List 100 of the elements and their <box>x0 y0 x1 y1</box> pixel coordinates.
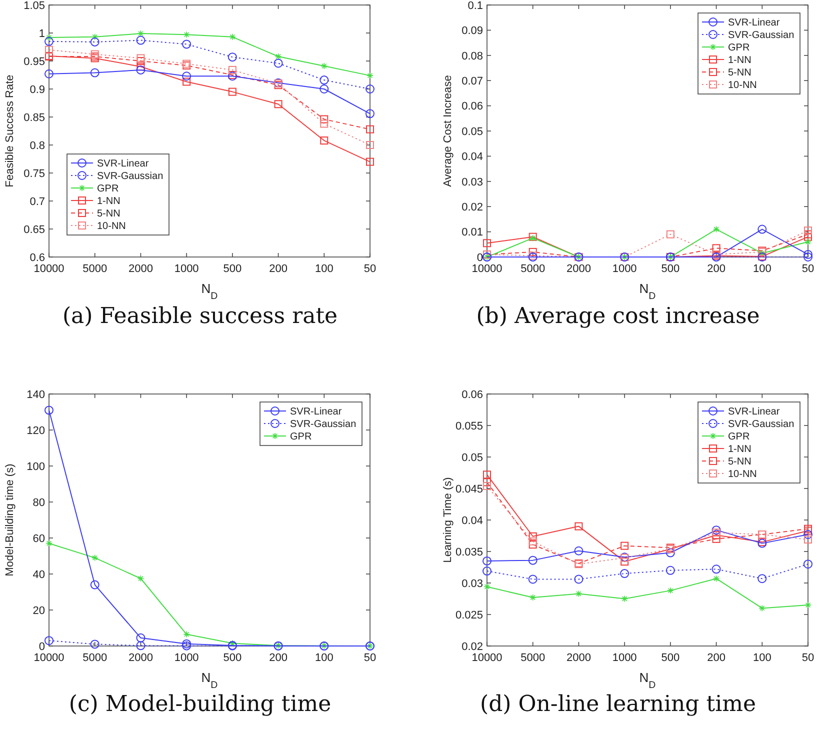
x-tick-label: 2000 <box>566 652 591 664</box>
y-tick-label: 100 <box>26 460 45 473</box>
y-tick-label: 120 <box>26 424 45 437</box>
y-tick-label: 140 <box>26 388 45 401</box>
legend-label: GPR <box>728 42 750 54</box>
y-tick-label: 0.95 <box>24 56 45 68</box>
legend-label: 1-NN <box>728 55 752 66</box>
y-axis-title: Average Cost Increase <box>442 75 454 187</box>
y-tick-label: 0 <box>38 640 45 653</box>
legend-label: SVR-Linear <box>97 158 150 170</box>
y-tick-label: 0.06 <box>462 100 483 113</box>
x-tick-label: 2000 <box>566 263 591 275</box>
legend-label: SVR-Linear <box>728 406 780 418</box>
x-tick-label: 50 <box>364 263 376 275</box>
legend-label: GPR <box>97 184 119 194</box>
y-tick-label: 0.04 <box>462 514 483 527</box>
legend-label: 5-NN <box>728 68 752 78</box>
x-tick-label: 50 <box>802 652 814 664</box>
legend-label: 10-NN <box>97 221 126 232</box>
y-tick-label: 0.6 <box>30 252 45 264</box>
y-tick-label: 0.04 <box>462 151 483 164</box>
x-tick-label: 100 <box>314 263 334 275</box>
x-tick-label: 10000 <box>472 652 502 664</box>
x-tick-label: 5000 <box>82 652 108 664</box>
y-tick-label: 0.01 <box>462 226 483 239</box>
y-tick-label: 0.9 <box>30 84 45 96</box>
y-tick-label: 0.07 <box>462 75 483 88</box>
y-axis-title: Learning Time (s) <box>442 477 454 563</box>
x-tick-label: 50 <box>802 263 814 275</box>
y-tick-label: 1.05 <box>24 0 45 12</box>
y-axis-title: Feasible Success Rate <box>4 74 16 188</box>
x-tick-label: 1000 <box>174 263 199 275</box>
y-tick-label: 0.025 <box>455 609 483 622</box>
y-tick-label: 0.7 <box>30 196 45 208</box>
x-tick-label: 500 <box>223 652 242 664</box>
y-tick-label: 0.8 <box>30 140 45 152</box>
text: (b) Average cost increase <box>476 304 760 329</box>
y-tick-label: 0.1 <box>468 0 483 12</box>
text: (a) Feasible success rate <box>62 304 338 329</box>
y-tick-label: 60 <box>32 532 45 545</box>
y-tick-label: 0.06 <box>462 388 483 401</box>
x-axis-title: N$_{D}$ <box>201 670 218 690</box>
y-tick-label: 0.05 <box>462 452 483 464</box>
y-tick-label: 40 <box>32 568 45 581</box>
legend-label: 5-NN <box>97 208 120 220</box>
x-axis-title: N$_{D}$ <box>639 670 656 690</box>
y-axis-title: Model-Building time (s) <box>4 464 16 576</box>
legend-label: 1-NN <box>728 444 752 455</box>
legend-label: SVR-Gaussian <box>728 30 794 41</box>
legend-label: SVR-Linear <box>290 406 342 418</box>
x-tick-label: 200 <box>269 263 288 275</box>
legend-label: GPR <box>290 432 312 442</box>
x-tick-label: 200 <box>707 652 726 664</box>
x-tick-label: 500 <box>661 652 680 664</box>
legend-label: 10-NN <box>728 80 757 91</box>
y-tick-label: 0.045 <box>455 483 483 496</box>
y-tick-label: 0.03 <box>462 176 483 188</box>
x-tick-label: 5000 <box>520 263 546 275</box>
legend-label: 10-NN <box>728 469 757 480</box>
x-tick-label: 200 <box>707 263 726 275</box>
x-tick-label: 1000 <box>612 652 637 664</box>
text: (d) On-line learning time <box>480 692 756 717</box>
y-tick-label: 0.055 <box>455 420 483 432</box>
y-tick-label: 1 <box>38 28 45 40</box>
legend-label: SVR-Gaussian <box>728 419 794 430</box>
x-tick-label: 10000 <box>34 652 64 664</box>
x-tick-label: 1000 <box>612 263 637 275</box>
x-tick-label: 2000 <box>128 652 153 664</box>
x-tick-label: 500 <box>223 263 242 275</box>
y-tick-label: 0.65 <box>24 224 45 236</box>
x-tick-label: 10000 <box>34 263 64 275</box>
y-tick-label: 0.08 <box>462 50 483 62</box>
y-tick-label: 0.02 <box>462 640 483 653</box>
legend-label: 5-NN <box>728 456 752 468</box>
text: (c) Model-building time <box>68 692 332 717</box>
y-tick-label: 20 <box>32 604 45 617</box>
y-tick-label: 0.85 <box>24 112 45 124</box>
x-axis-title: N$_{D}$ <box>639 281 656 302</box>
y-tick-label: 0 <box>476 252 483 264</box>
x-tick-label: 50 <box>364 652 376 664</box>
legend-label: SVR-Gaussian <box>290 419 356 430</box>
x-tick-label: 1000 <box>174 652 199 664</box>
x-axis-title: N$_{D}$ <box>201 281 218 302</box>
x-tick-label: 100 <box>314 652 334 664</box>
x-tick-label: 200 <box>269 652 288 664</box>
y-tick-label: 0.75 <box>24 168 45 180</box>
x-tick-label: 100 <box>752 263 772 275</box>
legend-label: SVR-Linear <box>728 18 780 28</box>
y-tick-label: 80 <box>32 496 45 509</box>
x-tick-label: 5000 <box>520 652 546 664</box>
y-tick-label: 0.02 <box>462 201 483 214</box>
x-tick-label: 10000 <box>472 263 502 275</box>
legend-label: 1-NN <box>97 196 120 207</box>
legend-label: SVR-Gaussian <box>97 171 164 182</box>
y-tick-label: 0.05 <box>462 126 483 138</box>
x-tick-label: 500 <box>661 263 680 275</box>
y-tick-label: 0.03 <box>462 578 483 590</box>
x-tick-label: 100 <box>752 652 772 664</box>
x-tick-label: 5000 <box>82 263 108 275</box>
x-tick-label: 2000 <box>128 263 153 275</box>
